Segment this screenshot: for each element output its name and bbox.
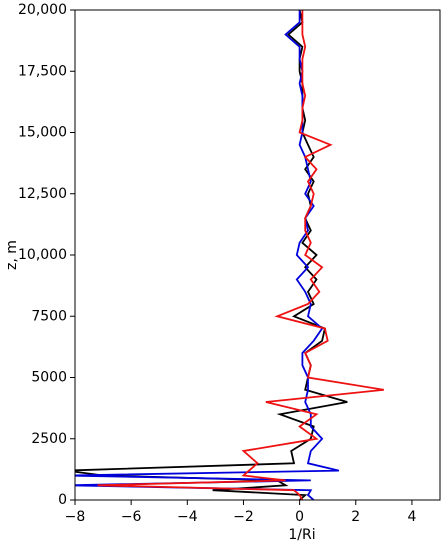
x-axis-label: 1/Ri	[288, 527, 315, 543]
y-tick-label: 20,000	[18, 2, 67, 18]
y-tick-label: 17,500	[18, 63, 67, 79]
x-tick-label: −8	[65, 509, 86, 525]
y-tick-label: 0	[58, 492, 67, 508]
x-tick-label: 4	[407, 509, 416, 525]
x-tick-label: −6	[121, 509, 142, 525]
series-line	[75, 10, 340, 500]
y-tick-label: 15,000	[18, 125, 67, 141]
x-tick-label: −4	[177, 509, 198, 525]
plot-frame	[74, 9, 441, 501]
y-tick-label: 10,000	[18, 247, 67, 263]
x-tick-label: −2	[233, 509, 254, 525]
x-tick-label: 0	[295, 509, 304, 525]
y-tick-label: 2500	[31, 431, 67, 447]
y-tick-label: 7500	[31, 308, 67, 324]
y-axis-label: z, m	[4, 240, 20, 270]
series-line	[97, 10, 384, 500]
y-tick-label: 12,500	[18, 186, 67, 202]
x-tick-label: 2	[351, 509, 360, 525]
y-tick-label: 5000	[31, 370, 67, 386]
